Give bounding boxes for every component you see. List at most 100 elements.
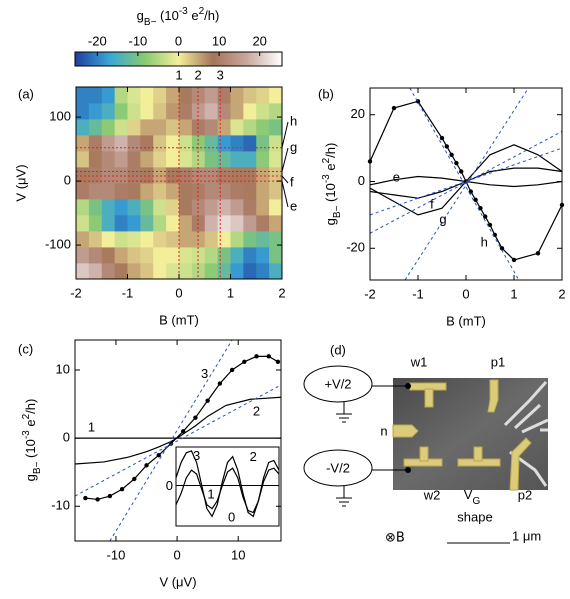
y-axis-label: V (μV) bbox=[13, 164, 28, 201]
contact bbox=[405, 383, 411, 389]
heat-cell bbox=[76, 263, 90, 280]
source-bottom bbox=[303, 449, 373, 487]
leader-line bbox=[281, 121, 289, 148]
heat-cell bbox=[140, 215, 154, 232]
y-tick-label: 0 bbox=[64, 173, 71, 188]
y-axis-label-part: /h) bbox=[323, 143, 338, 158]
gate-label: shape bbox=[457, 509, 492, 524]
marker bbox=[535, 251, 541, 256]
panel-label: (c) bbox=[18, 341, 33, 356]
leader-line bbox=[281, 175, 289, 184]
y-tick-label: -10 bbox=[51, 498, 70, 513]
colorbar-title: gB− (10-3 e2/h) bbox=[137, 6, 220, 28]
y-axis-label-part: g bbox=[323, 218, 338, 225]
cut-label: 3 bbox=[217, 67, 224, 82]
marker bbox=[459, 169, 464, 174]
heat-cell bbox=[269, 119, 283, 136]
heat-cell bbox=[127, 199, 141, 216]
marker bbox=[217, 381, 223, 386]
x-tick-label: -10 bbox=[107, 547, 126, 562]
heat-cell bbox=[127, 215, 141, 232]
heat-cell bbox=[114, 215, 128, 232]
heat-cell bbox=[243, 215, 257, 232]
panel-label: (a) bbox=[18, 86, 34, 101]
data-line bbox=[176, 450, 279, 518]
heat-cell bbox=[204, 199, 219, 216]
heat-cell bbox=[230, 151, 244, 168]
y-tick-label: -100 bbox=[45, 237, 71, 252]
heat-cell bbox=[243, 183, 257, 200]
gate-label: p2 bbox=[518, 487, 532, 502]
device-diagram: (d) +V/2 -V/2 w1 p1 n w2 VG p bbox=[303, 342, 549, 546]
heat-cell bbox=[101, 183, 116, 200]
heat-cell bbox=[166, 263, 180, 280]
heat-cell bbox=[114, 119, 128, 136]
y-axis-label-part: e bbox=[323, 163, 338, 174]
heat-cell bbox=[230, 87, 244, 104]
marker bbox=[132, 476, 137, 482]
inset-curve-label: 2 bbox=[250, 449, 257, 464]
y-tick-label: 0 bbox=[358, 173, 365, 188]
fit-line bbox=[370, 130, 562, 234]
heat-cell bbox=[204, 135, 219, 152]
heat-cell bbox=[230, 135, 244, 152]
colorbar-title-part: 2 bbox=[199, 6, 205, 17]
colorbar-tick-label: 0 bbox=[175, 33, 182, 48]
heat-cell bbox=[114, 247, 128, 264]
heat-cell bbox=[127, 119, 141, 136]
x-axis-label: B (mT) bbox=[159, 312, 199, 327]
fit-line bbox=[409, 88, 520, 280]
x-tick-label: 1 bbox=[227, 285, 234, 300]
heat-cell bbox=[140, 119, 154, 136]
data-line bbox=[370, 175, 562, 188]
heat-cell bbox=[127, 247, 141, 264]
cut-label: e bbox=[290, 198, 297, 213]
marker bbox=[180, 429, 186, 434]
heat-cell bbox=[230, 231, 244, 248]
cut-label: 2 bbox=[194, 67, 201, 82]
heat-cell bbox=[179, 199, 193, 216]
y-tick-label: 20 bbox=[351, 106, 365, 121]
heat-cell bbox=[269, 215, 283, 232]
heat-cell bbox=[101, 135, 116, 152]
heat-cell bbox=[217, 199, 231, 216]
heat-cell bbox=[127, 103, 141, 120]
heat-cell bbox=[76, 151, 90, 168]
heat-cell bbox=[101, 151, 116, 168]
heat-cell bbox=[140, 87, 154, 104]
y-axis-label-part: B− bbox=[332, 205, 343, 218]
heat-cell bbox=[88, 103, 103, 120]
heat-cell bbox=[140, 247, 154, 264]
colorbar-title-part: -3 bbox=[179, 6, 188, 17]
curve-label: f bbox=[430, 196, 434, 211]
curve-label: g bbox=[439, 212, 446, 227]
marker bbox=[205, 398, 210, 403]
gate-label: p1 bbox=[491, 354, 505, 369]
heat-cell bbox=[204, 151, 219, 168]
fit-line bbox=[370, 147, 562, 216]
colorbar-title-part: (10 bbox=[156, 8, 178, 23]
field-label: ⊗B bbox=[385, 531, 405, 546]
heat-cell bbox=[217, 263, 231, 280]
heat-cell bbox=[230, 119, 244, 136]
heat-cell bbox=[88, 87, 103, 104]
marker bbox=[229, 367, 235, 373]
colorbar-title-part: B− bbox=[144, 17, 157, 28]
heat-cell bbox=[217, 87, 231, 104]
heat-cell bbox=[140, 135, 154, 152]
heat-cell bbox=[88, 263, 103, 280]
y-axis-label-part: g bbox=[23, 474, 38, 481]
marker bbox=[449, 152, 454, 157]
heat-cell bbox=[179, 263, 193, 280]
y-axis-label: gB− (10-3 e2/h) bbox=[321, 143, 343, 226]
inset-tick-label: 0 bbox=[166, 478, 173, 493]
heat-cell bbox=[153, 151, 167, 168]
y-tick-label: 10 bbox=[56, 361, 70, 376]
heat-cell bbox=[217, 231, 231, 248]
heat-cell bbox=[269, 135, 283, 152]
heat-cell bbox=[243, 87, 257, 104]
heat-cell bbox=[256, 183, 270, 200]
x-tick-label: 10 bbox=[231, 547, 245, 562]
curve-label: h bbox=[481, 234, 488, 249]
